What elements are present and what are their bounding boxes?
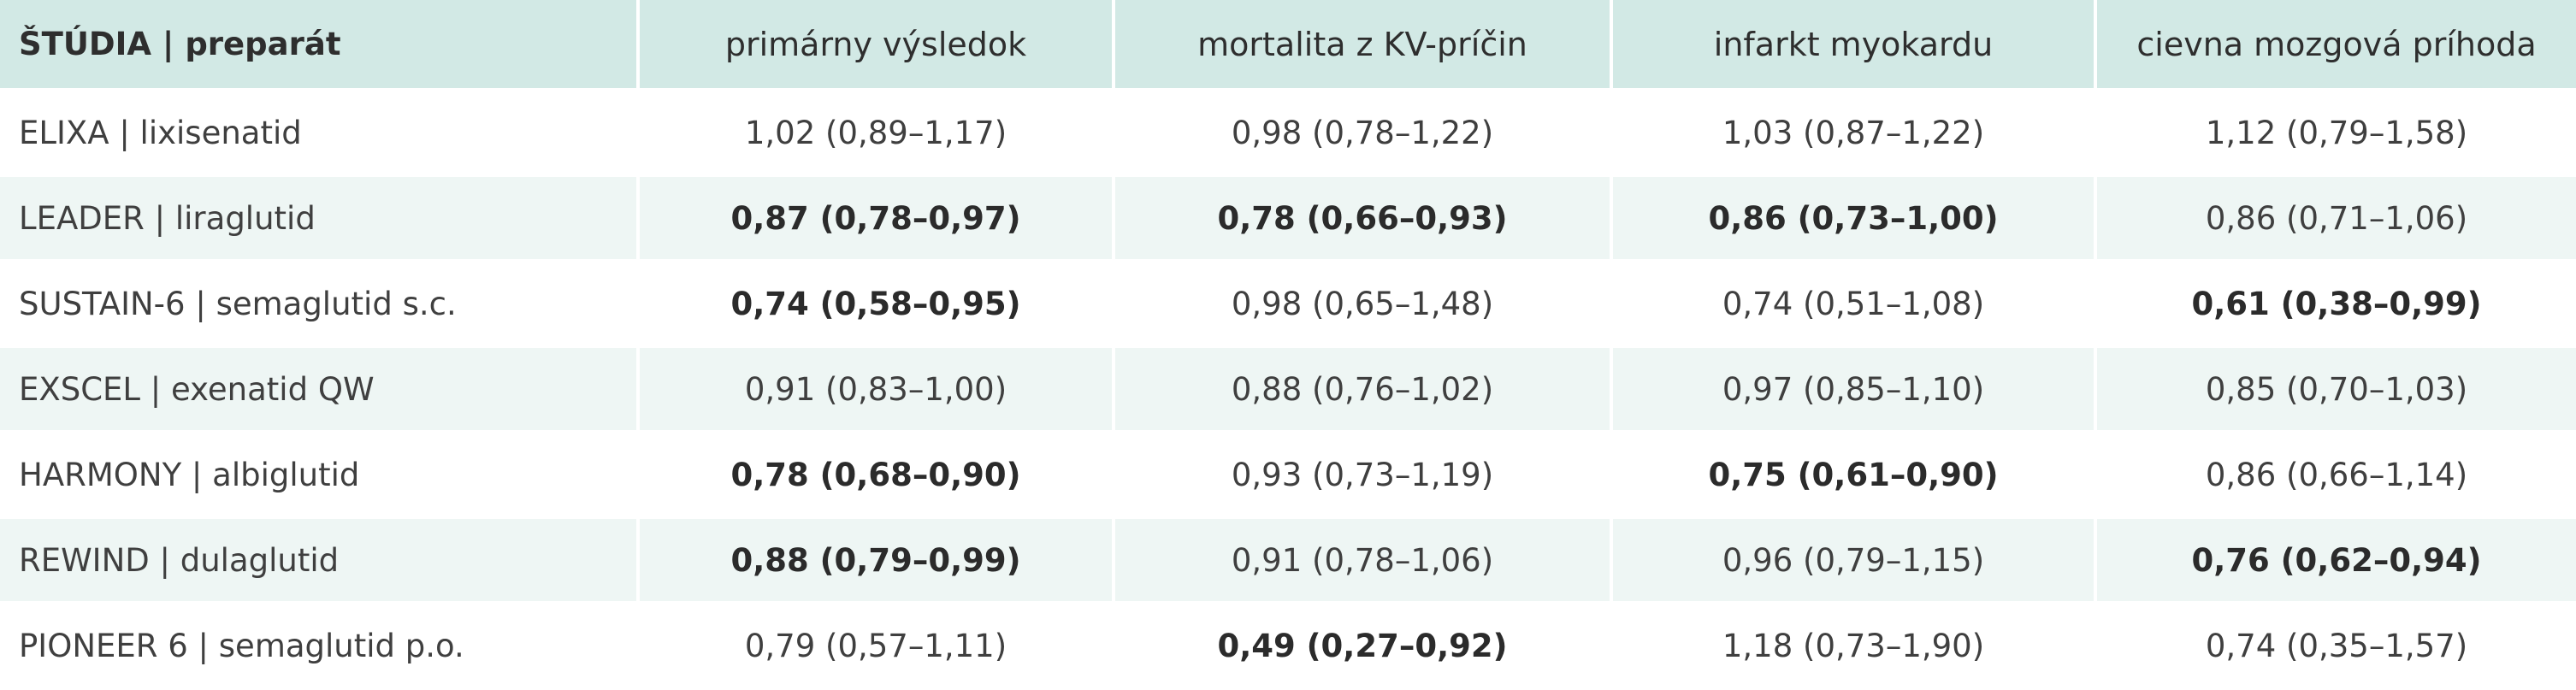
- cv-mortality-cell: 0,93 (0,73–1,19): [1112, 433, 1610, 519]
- study-cell: ELIXA | lixisenatid: [0, 91, 636, 177]
- header-cv-mortality: mortalita z KV-príčin: [1112, 0, 1610, 91]
- cv-mortality-cell: 0,98 (0,78–1,22): [1112, 91, 1610, 177]
- cv-mortality-cell: 0,88 (0,76–1,02): [1112, 348, 1610, 433]
- study-cell: HARMONY | albiglutid: [0, 433, 636, 519]
- table-row: HARMONY | albiglutid 0,78 (0,68–0,90) 0,93…: [0, 433, 2576, 519]
- header-myocardial-infarction: infarkt myokardu: [1610, 0, 2094, 91]
- myocardial-infarction-cell: 0,96 (0,79–1,15): [1610, 519, 2094, 604]
- cv-mortality-cell: 0,78 (0,66–0,93): [1112, 177, 1610, 262]
- stroke-cell: 0,86 (0,71–1,06): [2094, 177, 2576, 262]
- table-body: ELIXA | lixisenatid 1,02 (0,89–1,17) 0,98 …: [0, 91, 2576, 690]
- cv-mortality-cell: 0,91 (0,78–1,06): [1112, 519, 1610, 604]
- header-study: ŠTÚDIA | preparát: [0, 0, 636, 91]
- stroke-cell: 0,74 (0,35–1,57): [2094, 604, 2576, 690]
- cv-mortality-cell: 0,49 (0,27–0,92): [1112, 604, 1610, 690]
- study-cell: PIONEER 6 | semaglutid p.o.: [0, 604, 636, 690]
- study-cell: LEADER | liraglutid: [0, 177, 636, 262]
- myocardial-infarction-cell: 0,97 (0,85–1,10): [1610, 348, 2094, 433]
- primary-outcome-cell: 0,78 (0,68–0,90): [636, 433, 1112, 519]
- table-row: REWIND | dulaglutid 0,88 (0,79–0,99) 0,91 …: [0, 519, 2576, 604]
- stroke-cell: 0,76 (0,62–0,94): [2094, 519, 2576, 604]
- primary-outcome-cell: 0,74 (0,58–0,95): [636, 262, 1112, 348]
- myocardial-infarction-cell: 0,74 (0,51–1,08): [1610, 262, 2094, 348]
- myocardial-infarction-cell: 0,75 (0,61–0,90): [1610, 433, 2094, 519]
- primary-outcome-cell: 0,91 (0,83–1,00): [636, 348, 1112, 433]
- myocardial-infarction-cell: 1,18 (0,73–1,90): [1610, 604, 2094, 690]
- header-primary-outcome: primárny výsledok: [636, 0, 1112, 91]
- study-cell: SUSTAIN-6 | semaglutid s.c.: [0, 262, 636, 348]
- table-header: ŠTÚDIA | preparát primárny výsledok mort…: [0, 0, 2576, 91]
- stroke-cell: 1,12 (0,79–1,58): [2094, 91, 2576, 177]
- header-stroke: cievna mozgová príhoda: [2094, 0, 2576, 91]
- primary-outcome-cell: 0,87 (0,78–0,97): [636, 177, 1112, 262]
- stroke-cell: 0,61 (0,38–0,99): [2094, 262, 2576, 348]
- stroke-cell: 0,86 (0,66–1,14): [2094, 433, 2576, 519]
- primary-outcome-cell: 1,02 (0,89–1,17): [636, 91, 1112, 177]
- table-row: PIONEER 6 | semaglutid p.o. 0,79 (0,57–1,…: [0, 604, 2576, 690]
- cv-mortality-cell: 0,98 (0,65–1,48): [1112, 262, 1610, 348]
- primary-outcome-cell: 0,79 (0,57–1,11): [636, 604, 1112, 690]
- table-row: SUSTAIN-6 | semaglutid s.c. 0,74 (0,58–0,…: [0, 262, 2576, 348]
- myocardial-infarction-cell: 0,86 (0,73–1,00): [1610, 177, 2094, 262]
- table-row: LEADER | liraglutid 0,87 (0,78–0,97) 0,78 …: [0, 177, 2576, 262]
- myocardial-infarction-cell: 1,03 (0,87–1,22): [1610, 91, 2094, 177]
- primary-outcome-cell: 0,88 (0,79–0,99): [636, 519, 1112, 604]
- table-row: EXSCEL | exenatid QW 0,91 (0,83–1,00) 0,88…: [0, 348, 2576, 433]
- stroke-cell: 0,85 (0,70–1,03): [2094, 348, 2576, 433]
- study-cell: EXSCEL | exenatid QW: [0, 348, 636, 433]
- table-row: ELIXA | lixisenatid 1,02 (0,89–1,17) 0,98 …: [0, 91, 2576, 177]
- study-cell: REWIND | dulaglutid: [0, 519, 636, 604]
- header-row: ŠTÚDIA | preparát primárny výsledok mort…: [0, 0, 2576, 91]
